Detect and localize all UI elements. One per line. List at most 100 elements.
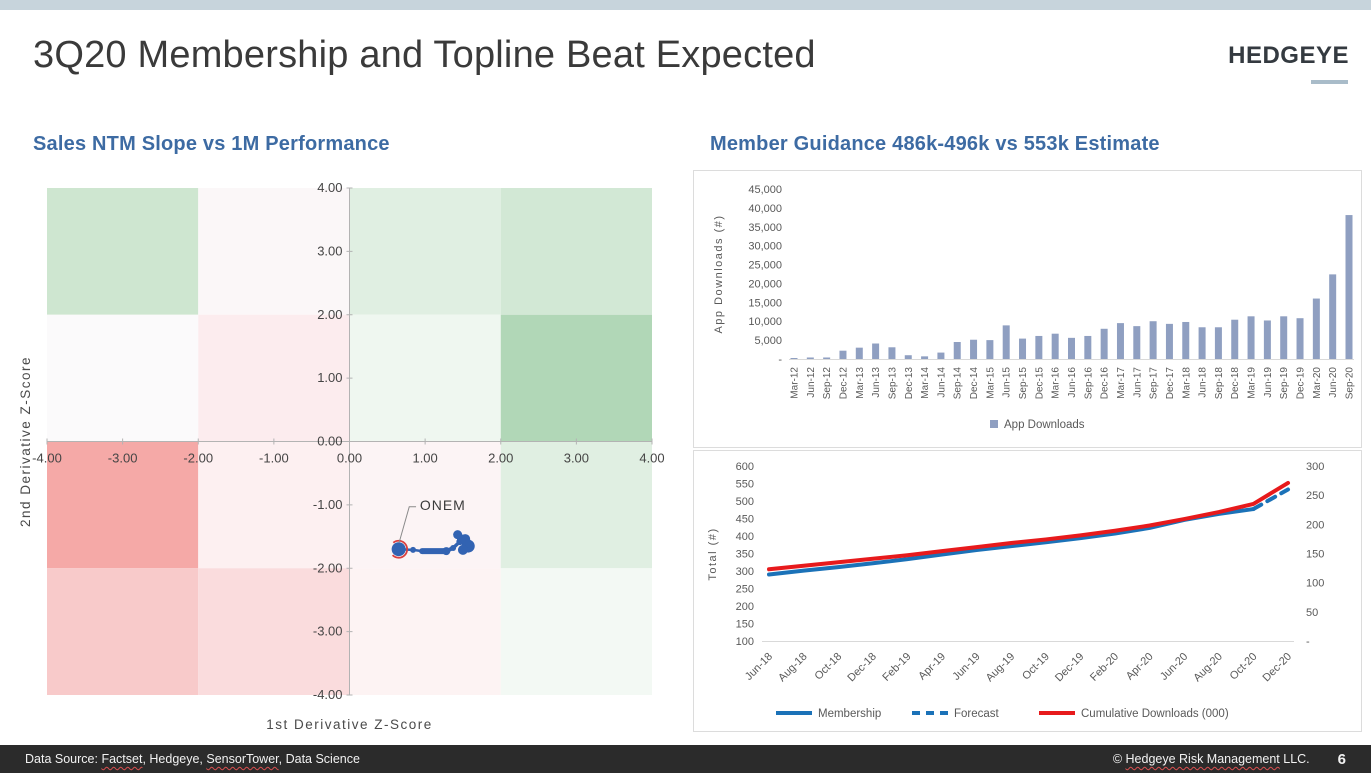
svg-text:Mar-20: Mar-20 [1312,367,1323,399]
membership-line-chart: Total (#) 600 550 500 450 400 350 300 250 200 150 1… [707,461,1325,720]
svg-text:Jun-13: Jun-13 [871,367,882,398]
svg-text:Jun-14: Jun-14 [936,367,947,398]
svg-text:45,000: 45,000 [748,184,782,196]
svg-text:-2.00: -2.00 [313,560,343,575]
svg-text:Mar-15: Mar-15 [985,367,996,399]
bar-y-ticks: 45,000 40,000 35,000 30,000 25,000 20,000 15,0… [748,184,782,366]
top-accent-strip [0,0,1371,10]
svg-text:600: 600 [736,461,754,473]
svg-text:Cumulative Downloads (000): Cumulative Downloads (000) [1081,708,1229,720]
svg-text:300: 300 [1306,461,1324,473]
line-yaxis-title: Total (#) [707,527,719,580]
svg-text:500: 500 [736,496,754,508]
svg-text:Aug-19: Aug-19 [984,651,1018,685]
svg-text:Sep-18: Sep-18 [1214,367,1225,400]
svg-text:Dec-12: Dec-12 [838,367,849,400]
membership-line-chart-card: Total (#) 600 550 500 450 400 350 300 250 200 150 1… [693,450,1362,732]
quadrant-cells [47,188,652,695]
copyright-text: © Hedgeye Risk Management LLC. [1112,752,1310,766]
svg-text:Jun-19: Jun-19 [950,651,982,683]
svg-text:100: 100 [736,636,754,648]
svg-text:Sep-13: Sep-13 [887,367,898,400]
svg-text:2.00: 2.00 [488,451,513,466]
svg-text:2.00: 2.00 [317,307,342,322]
svg-text:Jun-18: Jun-18 [1198,367,1209,398]
svg-text:-: - [1306,636,1310,648]
bar-yaxis-title: App Downloads (#) [713,214,725,333]
svg-text:4.00: 4.00 [639,451,664,466]
svg-text:400: 400 [736,531,754,543]
svg-text:Mar-19: Mar-19 [1247,367,1258,399]
data-source-text: Data Source: Factset, Hedgeye, SensorTow… [25,752,360,766]
svg-text:-1.00: -1.00 [259,451,289,466]
svg-text:Mar-13: Mar-13 [855,367,866,399]
svg-text:Jun-15: Jun-15 [1002,367,1013,398]
page-number: 6 [1337,750,1346,768]
svg-text:-2.00: -2.00 [183,451,213,466]
svg-text:30,000: 30,000 [748,241,782,253]
svg-text:Forecast: Forecast [954,708,1000,720]
svg-text:1.00: 1.00 [412,451,437,466]
svg-text:3.00: 3.00 [317,243,342,258]
svg-text:15,000: 15,000 [748,297,782,309]
svg-text:100: 100 [1306,578,1324,590]
svg-text:Dec-13: Dec-13 [904,367,915,400]
svg-text:Mar-12: Mar-12 [790,367,801,399]
quadrant-yaxis-title: 2nd Derivative Z-Score [18,356,33,527]
svg-text:-3.00: -3.00 [108,451,138,466]
bar-x-labels: Mar-12 Jun-12 Sep-12 Dec-12 Mar-13 Jun-13 Sep-… [790,367,1356,400]
svg-text:Dec-17: Dec-17 [1165,367,1176,400]
svg-text:Dec-19: Dec-19 [1296,367,1307,400]
bars-group [790,215,1353,359]
svg-text:Oct-20: Oct-20 [1228,651,1260,683]
svg-text:4.00: 4.00 [317,180,342,195]
onem-callout-line [398,506,417,544]
svg-text:Sep-17: Sep-17 [1149,367,1160,400]
svg-text:Jun-16: Jun-16 [1067,367,1078,398]
svg-text:Dec-20: Dec-20 [1261,651,1295,685]
svg-text:Jun-17: Jun-17 [1132,367,1143,398]
svg-text:200: 200 [736,601,754,613]
line-x-labels: Jun-18 Aug-18 Oct-18 Dec-18 Feb-19 Apr-19 Jun-… [743,651,1294,685]
svg-text:Oct-18: Oct-18 [812,651,844,683]
svg-text:40,000: 40,000 [748,203,782,215]
footer-bar: Data Source: Factset, Hedgeye, SensorTow… [0,745,1371,773]
svg-text:Oct-19: Oct-19 [1020,651,1052,683]
svg-text:-4.00: -4.00 [32,451,62,466]
svg-text:Sep-16: Sep-16 [1083,367,1094,400]
line-axis-ticks: 600 550 500 450 400 350 300 250 200 150 100 300 250 2… [736,461,1325,648]
svg-text:Feb-20: Feb-20 [1088,651,1121,684]
svg-text:150: 150 [736,619,754,631]
svg-text:Mar-16: Mar-16 [1051,367,1062,399]
svg-text:450: 450 [736,514,754,526]
svg-text:Dec-18: Dec-18 [1230,367,1241,400]
svg-text:350: 350 [736,549,754,561]
line-series [767,480,1290,577]
svg-text:-: - [778,354,782,366]
svg-text:Jun-12: Jun-12 [806,367,817,398]
quadrant-scatter-chart: -4.00 4.00 -3.00 3.00 -2.00 2.00 -1.00 1.00 0.00… [18,180,665,732]
svg-text:25,000: 25,000 [748,260,782,272]
svg-text:50: 50 [1306,607,1318,619]
svg-text:300: 300 [736,566,754,578]
page-title: 3Q20 Membership and Topline Beat Expecte… [33,34,816,76]
svg-text:200: 200 [1306,519,1324,531]
app-downloads-bar-chart: App Downloads (#) 45,000 40,000 35,000 30,00… [713,184,1356,431]
bar-legend: App Downloads [990,419,1085,431]
quadrant-axes: -4.00 4.00 -3.00 3.00 -2.00 2.00 -1.00 1.00 0.00… [32,180,664,702]
svg-text:Feb-19: Feb-19 [880,651,913,684]
svg-text:App Downloads: App Downloads [1004,419,1085,431]
svg-text:-3.00: -3.00 [313,624,343,639]
svg-text:35,000: 35,000 [748,222,782,234]
svg-text:-1.00: -1.00 [313,497,343,512]
svg-text:Dec-16: Dec-16 [1100,367,1111,400]
onem-label: ONEM [420,497,466,513]
app-downloads-chart-card: App Downloads (#) 45,000 40,000 35,000 30,00… [693,170,1362,448]
svg-text:Dec-15: Dec-15 [1034,367,1045,400]
svg-text:Jun-20: Jun-20 [1328,367,1339,398]
svg-text:5,000: 5,000 [754,335,782,347]
svg-text:3.00: 3.00 [564,451,589,466]
svg-text:Mar-14: Mar-14 [920,367,931,399]
svg-text:150: 150 [1306,549,1324,561]
svg-text:Membership: Membership [818,708,881,720]
